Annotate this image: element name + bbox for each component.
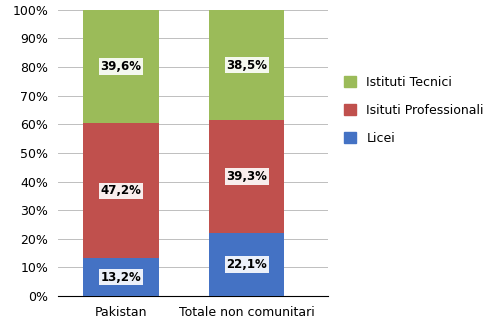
- Text: 13,2%: 13,2%: [100, 271, 141, 284]
- Text: 39,6%: 39,6%: [100, 60, 142, 73]
- Text: 22,1%: 22,1%: [227, 258, 267, 271]
- Bar: [83, 123, 158, 258]
- Legend: Istituti Tecnici, Isituti Professionali, Licei: Istituti Tecnici, Isituti Professionali,…: [340, 72, 483, 148]
- Bar: [209, 120, 284, 233]
- Bar: [209, 10, 284, 120]
- Text: 39,3%: 39,3%: [226, 170, 267, 183]
- Text: 38,5%: 38,5%: [226, 59, 267, 72]
- Bar: [83, 258, 158, 296]
- Bar: [209, 233, 284, 296]
- Bar: [83, 10, 158, 123]
- Text: 47,2%: 47,2%: [100, 184, 142, 197]
